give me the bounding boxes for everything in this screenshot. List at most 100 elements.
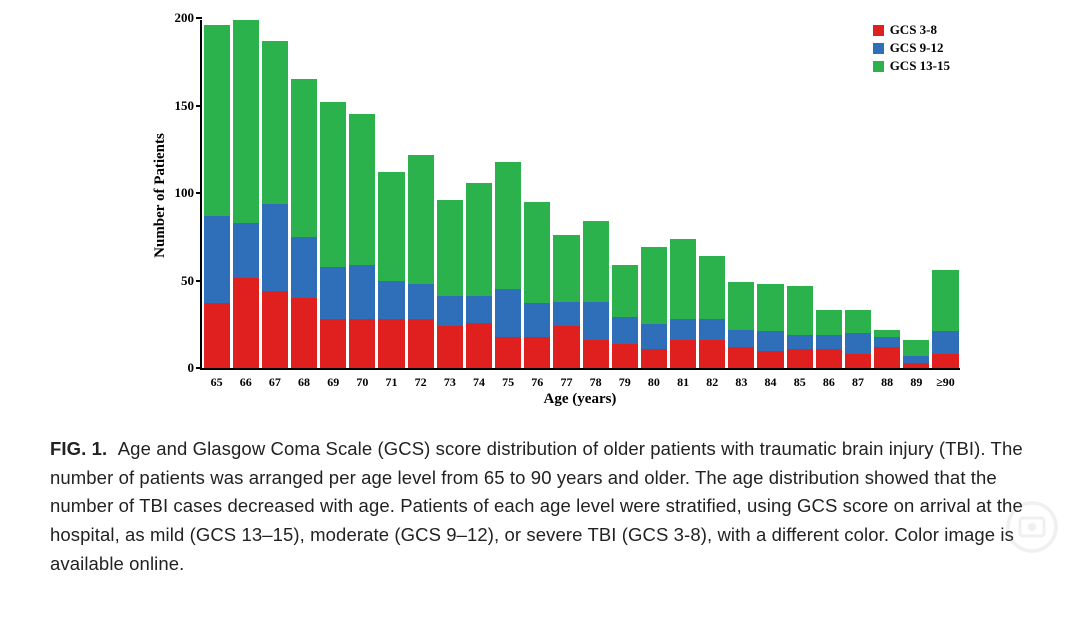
bar-column: 77 — [552, 20, 581, 368]
bar-column: 81 — [669, 20, 698, 368]
bar-segment — [816, 335, 842, 349]
bar-segment — [233, 278, 259, 368]
bars-container: 6566676869707172737475767778798081828384… — [202, 20, 960, 368]
bar-segment — [641, 349, 667, 368]
figure-container: Number of Patients 656667686970717273747… — [0, 0, 1080, 619]
bar-column: 67 — [260, 20, 289, 368]
bar-segment — [349, 265, 375, 319]
bar-segment — [641, 247, 667, 324]
bar-segment — [845, 333, 871, 354]
watermark-icon — [1002, 497, 1062, 557]
legend: GCS 3-8 GCS 9-12 GCS 13-15 — [873, 22, 950, 76]
bar-segment — [612, 265, 638, 318]
bar-segment — [932, 331, 958, 354]
bar-segment — [845, 310, 871, 333]
y-tick-mark — [196, 367, 202, 369]
x-tick-label: 85 — [785, 375, 814, 390]
bar-column: 68 — [289, 20, 318, 368]
bar-segment — [583, 221, 609, 302]
legend-swatch — [873, 61, 884, 72]
bar-segment — [699, 340, 725, 368]
bar-segment — [612, 344, 638, 369]
legend-swatch — [873, 25, 884, 36]
bar-segment — [233, 20, 259, 223]
y-tick-label: 100 — [152, 185, 194, 201]
x-tick-label: 66 — [231, 375, 260, 390]
bar-segment — [670, 239, 696, 320]
bar-column: 69 — [319, 20, 348, 368]
x-tick-label: 70 — [348, 375, 377, 390]
x-tick-label: 88 — [873, 375, 902, 390]
legend-swatch — [873, 43, 884, 54]
bar-segment — [524, 202, 550, 304]
x-tick-label: 89 — [902, 375, 931, 390]
x-tick-label: 87 — [843, 375, 872, 390]
x-tick-label: 77 — [552, 375, 581, 390]
x-tick-label: 72 — [406, 375, 435, 390]
bar-segment — [291, 298, 317, 368]
bar-segment — [903, 340, 929, 356]
bar-segment — [233, 223, 259, 278]
bar-segment — [466, 183, 492, 297]
x-tick-label: 76 — [523, 375, 552, 390]
bar-column: 80 — [639, 20, 668, 368]
legend-label: GCS 3-8 — [890, 22, 937, 38]
x-tick-label: 75 — [494, 375, 523, 390]
x-tick-label: 81 — [669, 375, 698, 390]
bar-segment — [903, 363, 929, 368]
bar-column: 73 — [435, 20, 464, 368]
bar-segment — [466, 296, 492, 322]
figure-caption: FIG. 1. Age and Glasgow Coma Scale (GCS)… — [50, 435, 1040, 578]
x-tick-label: 68 — [289, 375, 318, 390]
bar-segment — [495, 289, 521, 336]
bar-segment — [845, 354, 871, 368]
bar-column: 83 — [727, 20, 756, 368]
y-tick-mark — [196, 280, 202, 282]
bar-segment — [874, 337, 900, 348]
bar-column: 76 — [523, 20, 552, 368]
x-tick-label: ≥90 — [931, 375, 960, 390]
x-tick-label: 79 — [610, 375, 639, 390]
bar-segment — [932, 354, 958, 368]
bar-column: 84 — [756, 20, 785, 368]
legend-label: GCS 9-12 — [890, 40, 944, 56]
bar-segment — [787, 349, 813, 368]
bar-segment — [757, 351, 783, 369]
x-tick-label: 82 — [698, 375, 727, 390]
plot-area: 6566676869707172737475767778798081828384… — [200, 20, 960, 370]
bar-segment — [787, 335, 813, 349]
bar-segment — [553, 302, 579, 327]
bar-segment — [378, 172, 404, 281]
bar-segment — [204, 216, 230, 304]
bar-segment — [524, 337, 550, 369]
bar-segment — [816, 310, 842, 335]
bar-column: 87 — [843, 20, 872, 368]
bar-segment — [699, 256, 725, 319]
bar-column: 78 — [581, 20, 610, 368]
bar-column: 75 — [494, 20, 523, 368]
bar-segment — [466, 323, 492, 369]
bar-segment — [320, 102, 346, 267]
bar-segment — [408, 284, 434, 319]
x-tick-label: 86 — [814, 375, 843, 390]
bar-segment — [874, 330, 900, 337]
x-tick-label: 80 — [639, 375, 668, 390]
bar-segment — [262, 204, 288, 292]
bar-column: 86 — [814, 20, 843, 368]
bar-segment — [728, 282, 754, 329]
y-tick-label: 0 — [152, 360, 194, 376]
bar-segment — [874, 347, 900, 368]
x-tick-label: 78 — [581, 375, 610, 390]
y-tick-mark — [196, 105, 202, 107]
legend-item: GCS 9-12 — [873, 40, 950, 56]
bar-column: 70 — [348, 20, 377, 368]
legend-label: GCS 13-15 — [890, 58, 950, 74]
bar-segment — [553, 326, 579, 368]
x-tick-label: 84 — [756, 375, 785, 390]
y-tick-mark — [196, 17, 202, 19]
bar-segment — [787, 286, 813, 335]
chart-area: Number of Patients 656667686970717273747… — [110, 10, 980, 405]
bar-segment — [262, 41, 288, 204]
bar-segment — [670, 340, 696, 368]
bar-segment — [320, 267, 346, 320]
